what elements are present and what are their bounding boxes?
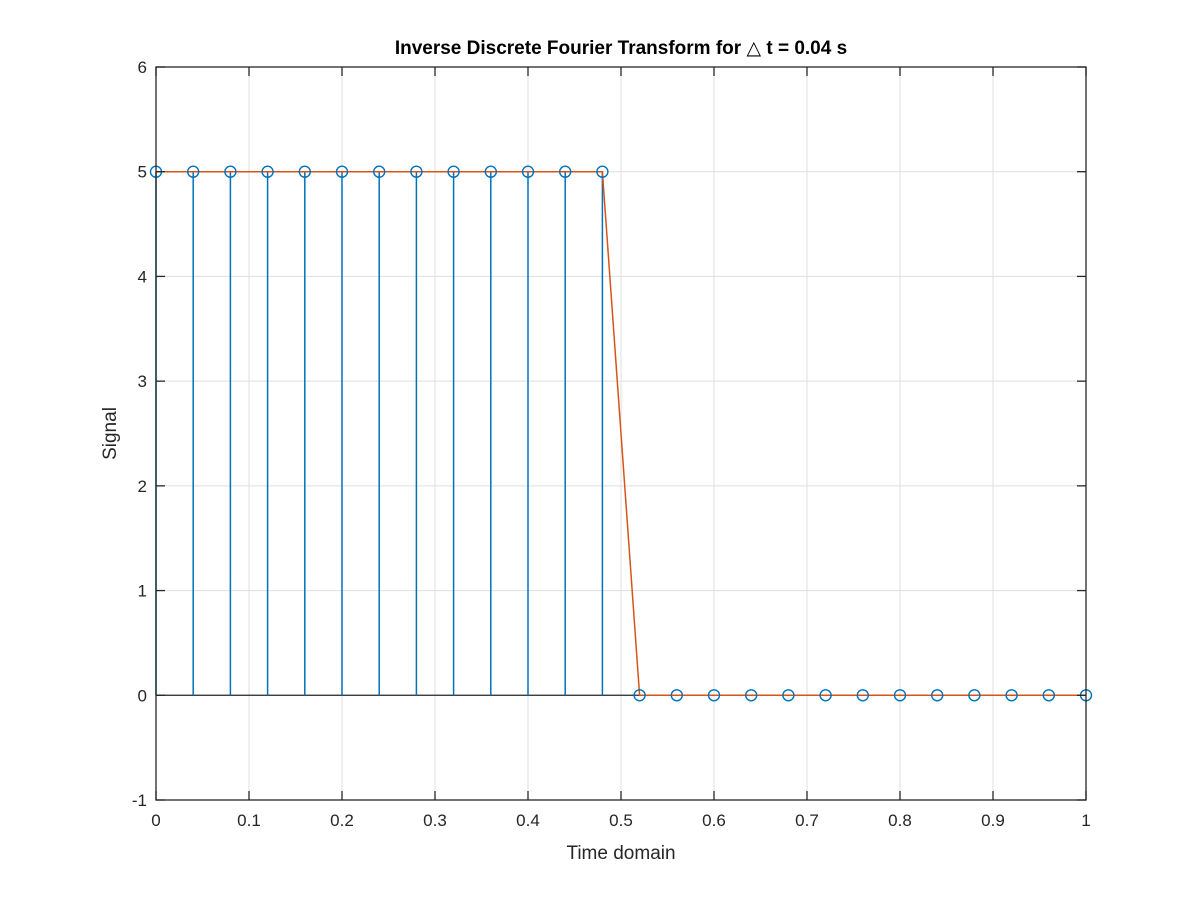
stem-marker — [298, 165, 311, 178]
x-tick-label: 0.5 — [609, 811, 633, 830]
x-tick-label: 0 — [151, 811, 160, 830]
stem-marker — [410, 165, 423, 178]
y-tick-label: 5 — [138, 163, 147, 182]
y-tick-label: -1 — [132, 791, 147, 810]
y-tick-label: 3 — [138, 372, 147, 391]
stem-marker — [261, 165, 274, 178]
y-axis-label: Signal — [100, 407, 121, 460]
stem-marker — [633, 689, 646, 702]
x-tick-label: 1 — [1081, 811, 1090, 830]
stem-marker — [856, 689, 869, 702]
stem-marker — [931, 689, 944, 702]
x-tick-label: 0.6 — [702, 811, 726, 830]
stem-marker — [335, 165, 349, 178]
stem-marker — [745, 689, 758, 702]
signal-line — [156, 170, 1086, 697]
x-tick-label: 0.3 — [423, 811, 447, 830]
stem-marker — [521, 165, 535, 178]
stem-marker — [484, 165, 497, 178]
y-tick-label: 1 — [138, 582, 147, 601]
stem-marker — [782, 689, 795, 702]
x-tick-label: 0.8 — [888, 811, 912, 830]
x-tick-label: 0.7 — [795, 811, 819, 830]
stem-marker — [1005, 689, 1018, 702]
stem-marker — [596, 165, 609, 178]
x-tick-label: 0.9 — [981, 811, 1005, 830]
x-axis-label: Time domain — [566, 843, 675, 864]
x-tick-label: 0.4 — [516, 811, 540, 830]
stem-marker — [224, 165, 237, 178]
stem-marker — [186, 165, 200, 178]
y-tick-label: 6 — [138, 58, 147, 77]
y-tick-label: 0 — [138, 686, 147, 705]
stem-marker — [447, 165, 460, 178]
chart-title: Inverse Discrete Fourier Transform for △… — [395, 38, 847, 59]
stem-marker — [707, 689, 721, 702]
stem-marker — [1042, 689, 1056, 702]
x-tick-label: 0.1 — [237, 811, 261, 830]
stem-marker — [819, 689, 832, 702]
stem-marker — [968, 689, 981, 702]
x-tick-label: 0.2 — [330, 811, 354, 830]
stem-marker — [670, 689, 683, 702]
stem-marker — [559, 165, 572, 178]
grid — [156, 67, 1086, 800]
stem-marker — [373, 165, 386, 178]
y-tick-label: 2 — [138, 477, 147, 496]
y-tick-label: 4 — [138, 267, 147, 286]
stem-marker — [893, 689, 907, 702]
